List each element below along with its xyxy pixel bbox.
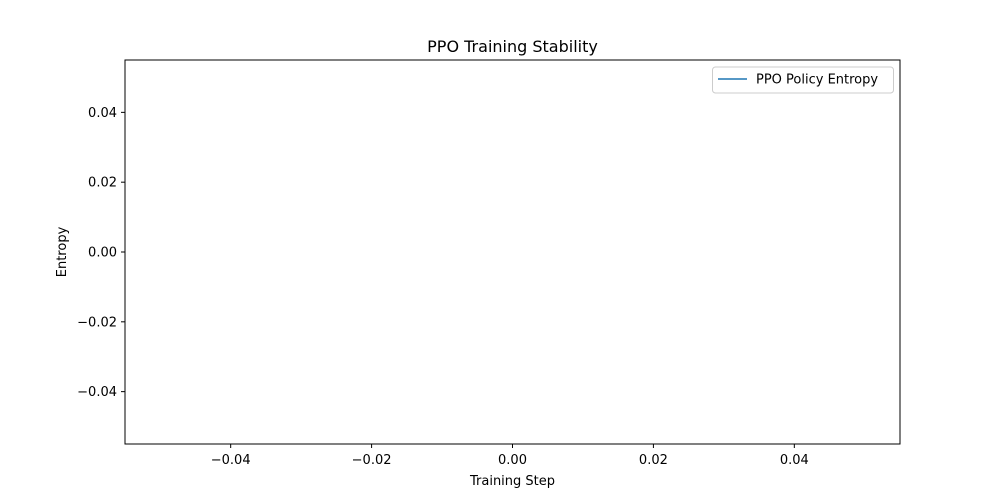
y-tick-label: 0.04 <box>88 106 117 121</box>
x-axis-label: Training Step <box>469 474 555 489</box>
y-axis-label: Entropy <box>55 226 70 277</box>
legend: PPO Policy Entropy <box>712 66 894 94</box>
y-tick-label: 0.00 <box>88 246 117 261</box>
chart-title: PPO Training Stability <box>427 37 598 56</box>
legend-entry-ppo-policy-entropy: PPO Policy Entropy <box>756 73 878 88</box>
y-tick-label: 0.02 <box>88 176 117 191</box>
x-tick-label: 0.02 <box>639 453 668 468</box>
legend-box <box>712 66 894 94</box>
y-axis: −0.04 −0.02 0.00 0.02 0.04 <box>77 106 125 400</box>
x-tick-label: 0.04 <box>780 453 809 468</box>
y-tick-label: −0.02 <box>77 315 117 330</box>
x-tick-label: 0.00 <box>498 453 527 468</box>
x-axis: −0.04 −0.02 0.00 0.02 0.04 <box>211 444 809 468</box>
y-tick-label: −0.04 <box>77 385 117 400</box>
x-tick-label: −0.02 <box>352 453 392 468</box>
x-tick-label: −0.04 <box>211 453 251 468</box>
